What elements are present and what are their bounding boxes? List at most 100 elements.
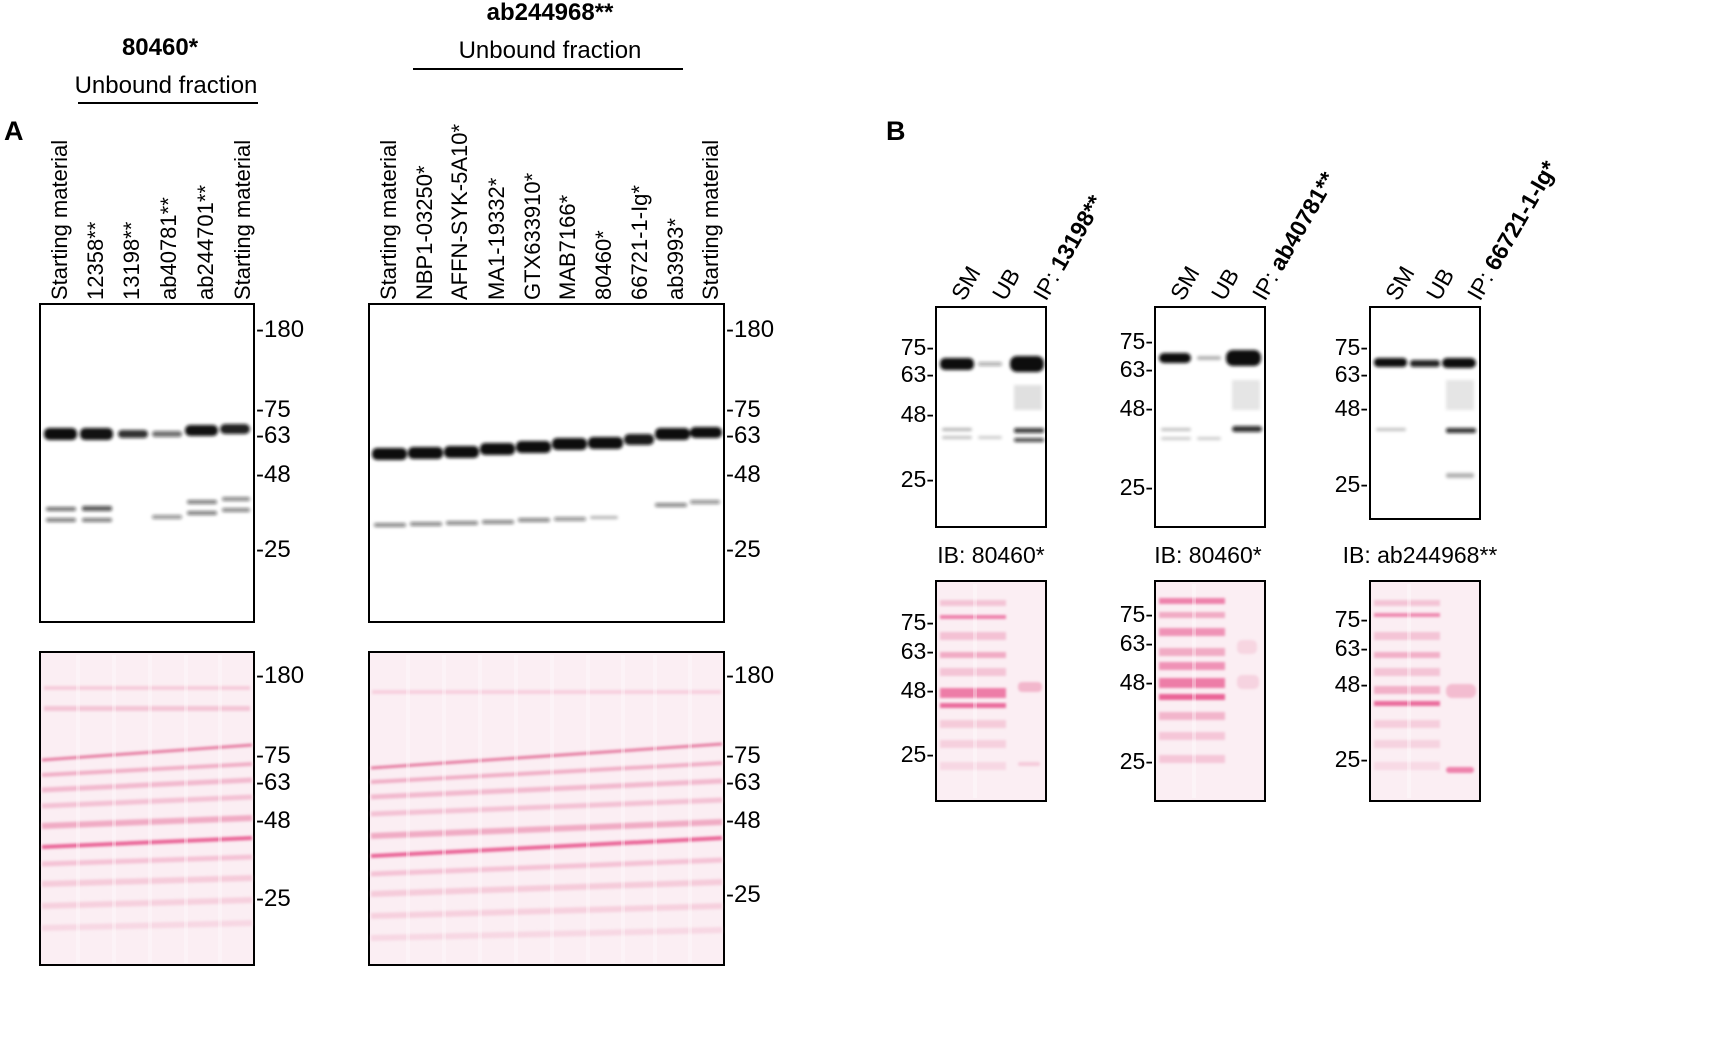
lane-label: 13198** — [119, 221, 144, 300]
mw-marker: 75- — [1120, 601, 1153, 627]
blot-bands — [372, 427, 722, 527]
band — [118, 430, 148, 438]
band — [1197, 437, 1221, 440]
panel-b-blot-markers-3: 75- 63- 48- 25- — [1335, 334, 1368, 497]
mw-marker: 48- — [901, 401, 934, 427]
panel-b-blot-markers-1: 75- 63- 48- 25- — [901, 334, 934, 492]
panel-b-ponceau-stain-3 — [1369, 580, 1481, 802]
band — [46, 518, 76, 522]
panel-a-right-ponceau-stain — [368, 651, 725, 966]
lane-label-sm: SM — [1380, 262, 1420, 305]
panel-a-left-title: 80460* — [122, 34, 199, 61]
mw-marker: -63 — [726, 769, 761, 796]
band — [978, 436, 1002, 439]
blot-frame — [935, 306, 1047, 528]
mw-marker: 63- — [901, 638, 934, 664]
band — [624, 434, 654, 445]
panel-b-lane-labels-1: SM UB IP: 13198** — [946, 191, 1109, 305]
band — [1446, 473, 1474, 478]
mw-marker: -75 — [726, 396, 761, 423]
band — [1197, 356, 1221, 360]
panel-a-left-subtitle: Unbound fraction — [75, 72, 258, 99]
band — [590, 516, 618, 519]
band — [185, 425, 218, 436]
band — [46, 507, 76, 511]
mw-marker: -48 — [726, 461, 761, 488]
band — [408, 447, 443, 459]
lane-label: 80460* — [591, 230, 616, 300]
mw-marker: -25 — [726, 881, 761, 908]
band — [480, 443, 515, 455]
ponceau-bands — [41, 686, 253, 931]
lane-label: MA1-19332* — [484, 177, 509, 300]
panel-a-left-ponceau-markers: -180 -75 -63 -48 -25 — [256, 662, 304, 912]
mw-marker: 75- — [1335, 334, 1368, 360]
mw-marker: 25- — [1120, 748, 1153, 774]
blot-frame — [39, 303, 255, 623]
lane-label: 66721-1-Ig* — [627, 185, 652, 300]
blot-bands — [44, 424, 250, 522]
lane-label: 12358** — [83, 221, 108, 300]
band — [655, 428, 690, 440]
mw-marker: 63- — [1335, 361, 1368, 387]
band — [1374, 358, 1407, 367]
panel-b-ib-label-2: IB: 80460* — [1154, 542, 1261, 568]
lane-label: Starting material — [698, 140, 723, 300]
mw-marker: -75 — [726, 742, 761, 769]
panel-b-ponceau-markers-2: 75- 63- 48- 25- — [1120, 601, 1153, 774]
band — [1226, 350, 1261, 366]
band — [1010, 356, 1044, 372]
mw-marker: -180 — [726, 316, 774, 343]
mw-marker: -25 — [256, 885, 291, 912]
ponceau-lane-gaps — [76, 655, 222, 963]
mw-marker: -25 — [726, 536, 761, 563]
band — [1014, 428, 1044, 433]
panel-b-blot-markers-2: 75- 63- 48- 25- — [1120, 328, 1153, 500]
band — [1232, 380, 1260, 410]
panel-b-ponceau-stain-2 — [1154, 580, 1266, 802]
lane-label-ub: UB — [1421, 264, 1459, 305]
ip-antibody: 66721-1-Ig* — [1479, 156, 1562, 274]
mw-marker: 48- — [1335, 395, 1368, 421]
band — [446, 521, 478, 525]
panel-b-letter: B — [886, 116, 906, 146]
mw-marker: 25- — [1120, 474, 1153, 500]
lane-label: ab244701** — [193, 185, 218, 300]
lane-label: Starting material — [376, 140, 401, 300]
band — [374, 523, 406, 527]
mw-marker: -180 — [726, 662, 774, 689]
panel-a-left-lane-labels: Starting material 12358** 13198** ab4078… — [47, 140, 255, 300]
mw-marker: 63- — [1335, 635, 1368, 661]
lane-label-sm: SM — [946, 262, 986, 305]
band — [690, 500, 720, 504]
lane-label-sm: SM — [1165, 262, 1205, 305]
band — [222, 508, 250, 512]
mw-marker: 25- — [1335, 746, 1368, 772]
mw-marker: -48 — [256, 807, 291, 834]
band — [518, 518, 550, 522]
panel-b-ib-label-1: IB: 80460* — [937, 542, 1044, 568]
band — [690, 427, 722, 438]
mw-marker: 48- — [1335, 671, 1368, 697]
lane-label: MAB7166* — [555, 194, 580, 300]
lane-label: GTX633910* — [520, 172, 545, 300]
mw-marker: 48- — [901, 677, 934, 703]
ip-antibody: ab40781** — [1264, 167, 1341, 274]
panel-b-ponceau-markers-1: 75- 63- 48- 25- — [901, 609, 934, 767]
panel-a-right-western-blot — [368, 303, 725, 623]
band — [372, 448, 407, 460]
mw-marker: -63 — [256, 769, 291, 796]
band — [82, 506, 112, 511]
mw-marker: -63 — [256, 422, 291, 449]
band — [187, 511, 217, 515]
band — [1014, 385, 1042, 410]
panel-a-left-ponceau-stain — [39, 651, 255, 966]
blot-frame — [1154, 306, 1266, 528]
band — [187, 500, 217, 504]
lane-label-ip: IP: 13198** — [1028, 191, 1109, 305]
band — [220, 424, 250, 434]
mw-marker: 75- — [1335, 606, 1368, 632]
lane-label-ub: UB — [987, 264, 1025, 305]
panel-b-ponceau-stain-1 — [935, 580, 1047, 802]
band — [1159, 353, 1191, 363]
